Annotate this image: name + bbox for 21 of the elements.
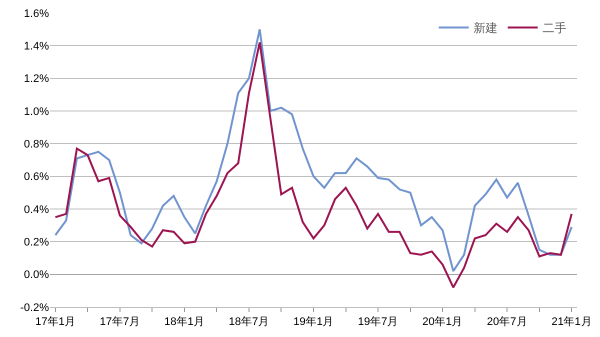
x-tick-label: 18年1月 — [164, 316, 205, 328]
legend-label: 二手 — [542, 21, 567, 36]
y-tick-label: -0.2% — [20, 302, 50, 314]
x-tick-label: 20年1月 — [422, 316, 463, 328]
y-tick-label: 0.4% — [24, 204, 50, 216]
y-tick-label: 1.2% — [24, 73, 50, 86]
y-tick-label: 0.2% — [24, 236, 50, 249]
x-tick-label: 17年1月 — [35, 316, 76, 328]
y-tick-label: 0.8% — [24, 138, 50, 151]
y-tick-label: 1.0% — [24, 106, 50, 118]
x-tick-label: 19年7月 — [358, 316, 398, 328]
x-tick-label: 18年7月 — [228, 316, 270, 328]
y-tick-label: 1.6% — [24, 8, 50, 20]
y-tick-label: 0.6% — [24, 171, 50, 184]
x-tick-label: 21年1月 — [551, 316, 592, 328]
x-tick-label: 17年7月 — [100, 316, 140, 328]
legend-label: 新建 — [474, 21, 498, 36]
y-tick-label: 1.4% — [24, 40, 50, 53]
y-tick-label: 0.0% — [24, 269, 50, 282]
x-tick-label: 19年1月 — [293, 316, 334, 328]
x-tick-label: 20年7月 — [486, 316, 528, 328]
